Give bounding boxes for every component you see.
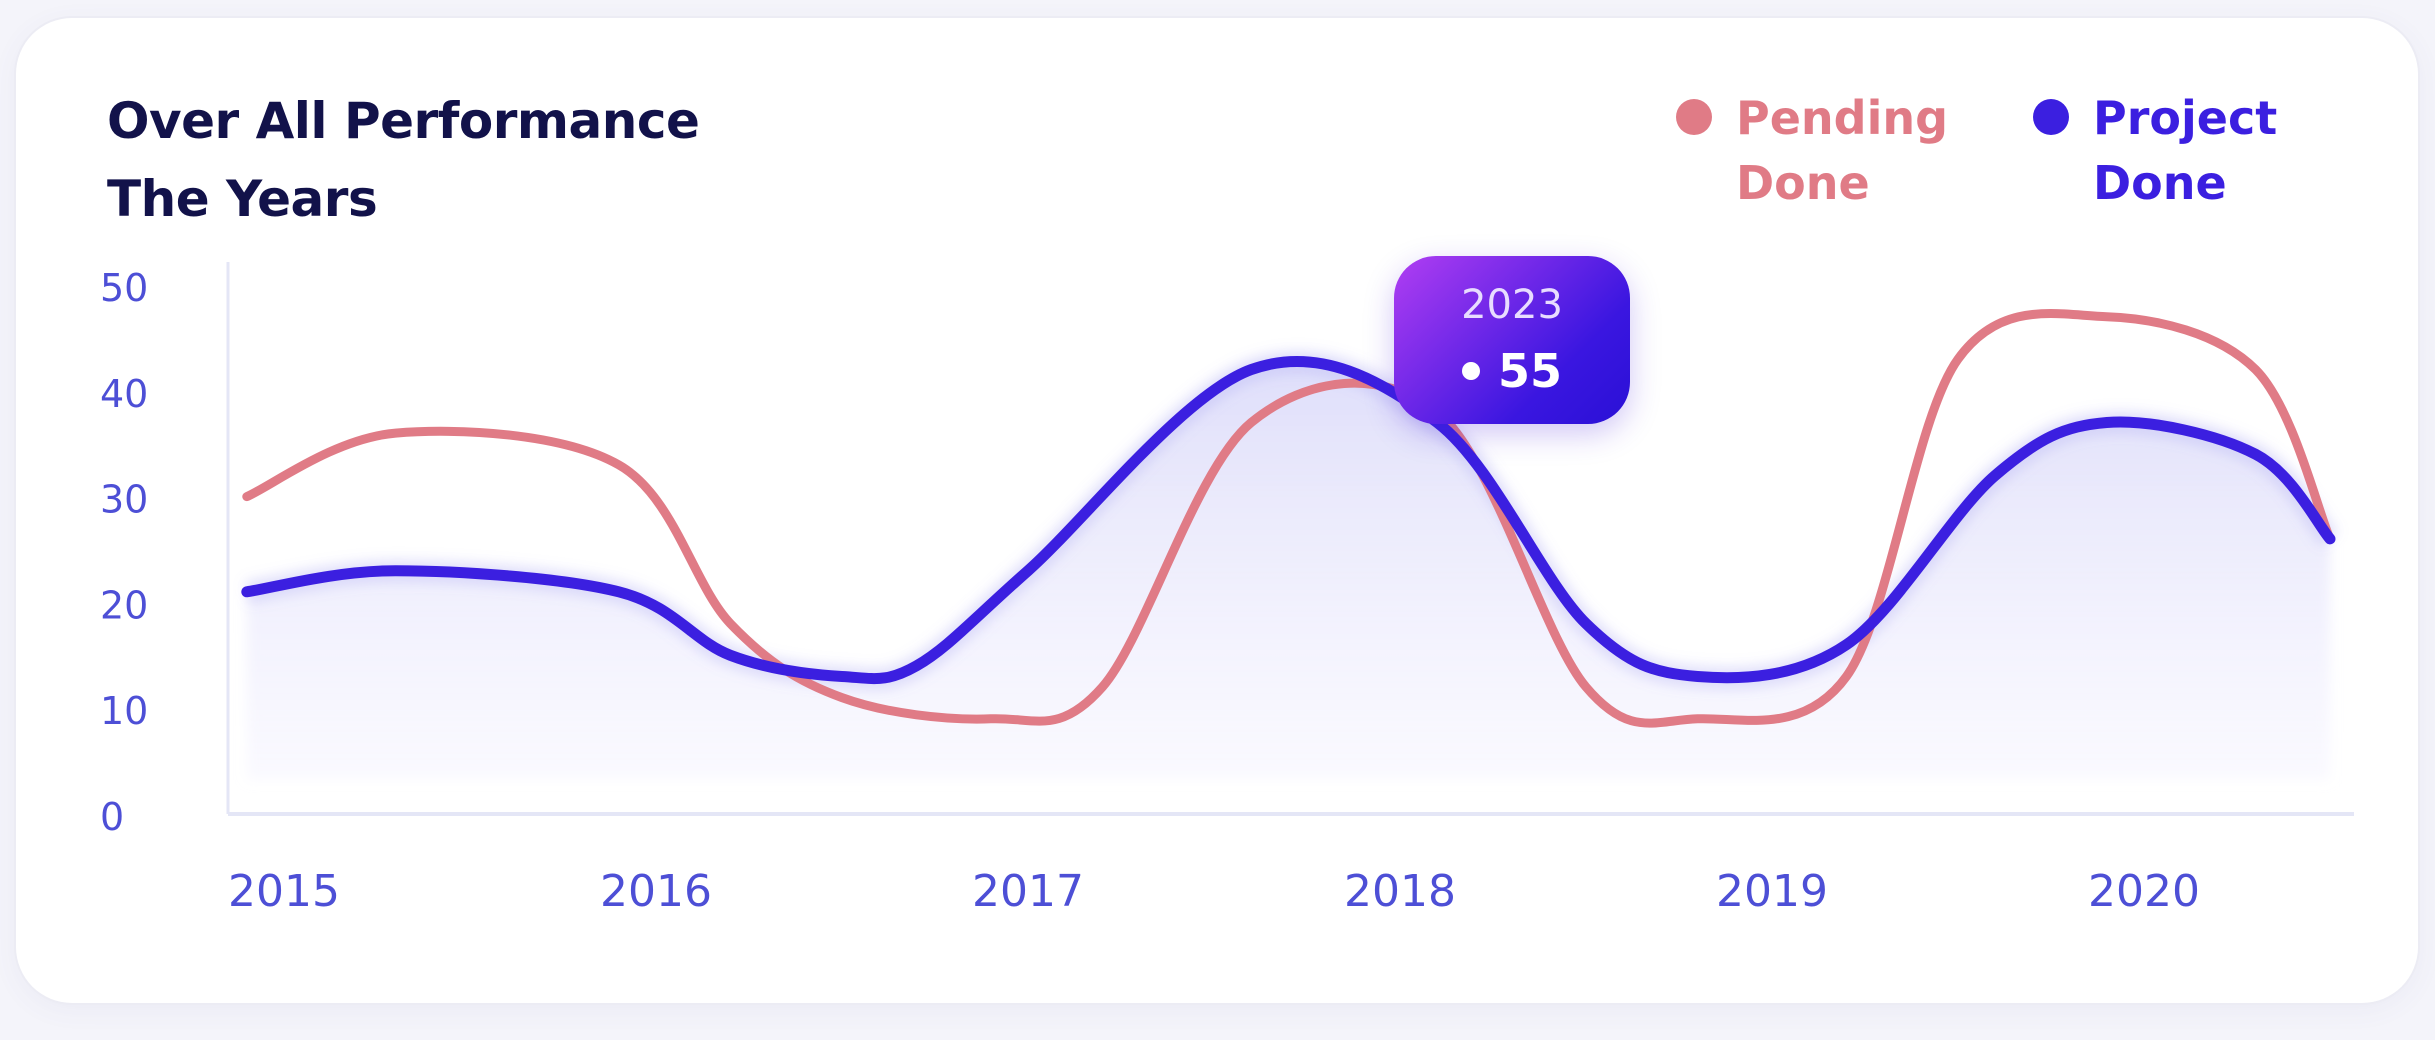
x-tick-label: 2020: [2088, 866, 2200, 917]
legend-label-project: Project Done: [2093, 91, 2278, 210]
legend-label-pending: Pending Done: [1736, 91, 1949, 210]
tooltip-value-row: 55: [1394, 344, 1630, 398]
project-done-line[interactable]: [241, 356, 2336, 685]
tooltip-dot-icon: [1461, 362, 1480, 380]
x-tick-label: 2016: [600, 866, 712, 917]
tooltip-value: 55: [1497, 344, 1562, 398]
legend-item-pending-done[interactable]: Pending Done: [1676, 86, 1948, 216]
x-tick-label: 2018: [1344, 866, 1456, 917]
y-tick-label: 20: [100, 583, 148, 627]
x-tick-label: 2015: [228, 866, 340, 917]
legend-dot-pending: [1676, 99, 1712, 135]
legend-item-project-done[interactable]: Project Done: [2033, 86, 2277, 216]
x-tick-label: 2017: [972, 866, 1084, 917]
y-tick-label: 30: [100, 478, 148, 522]
tooltip-year: 2023: [1461, 282, 1563, 328]
y-tick-label: 0: [100, 795, 124, 839]
y-tick-label: 50: [100, 266, 148, 310]
y-tick-label: 40: [100, 372, 148, 416]
data-tooltip: 2023 55: [1394, 256, 1630, 424]
chart-title: Over All Performance The Years: [107, 92, 700, 228]
x-tick-label: 2019: [1716, 866, 1828, 917]
legend-dot-project: [2033, 99, 2069, 135]
y-tick-label: 10: [100, 689, 148, 733]
